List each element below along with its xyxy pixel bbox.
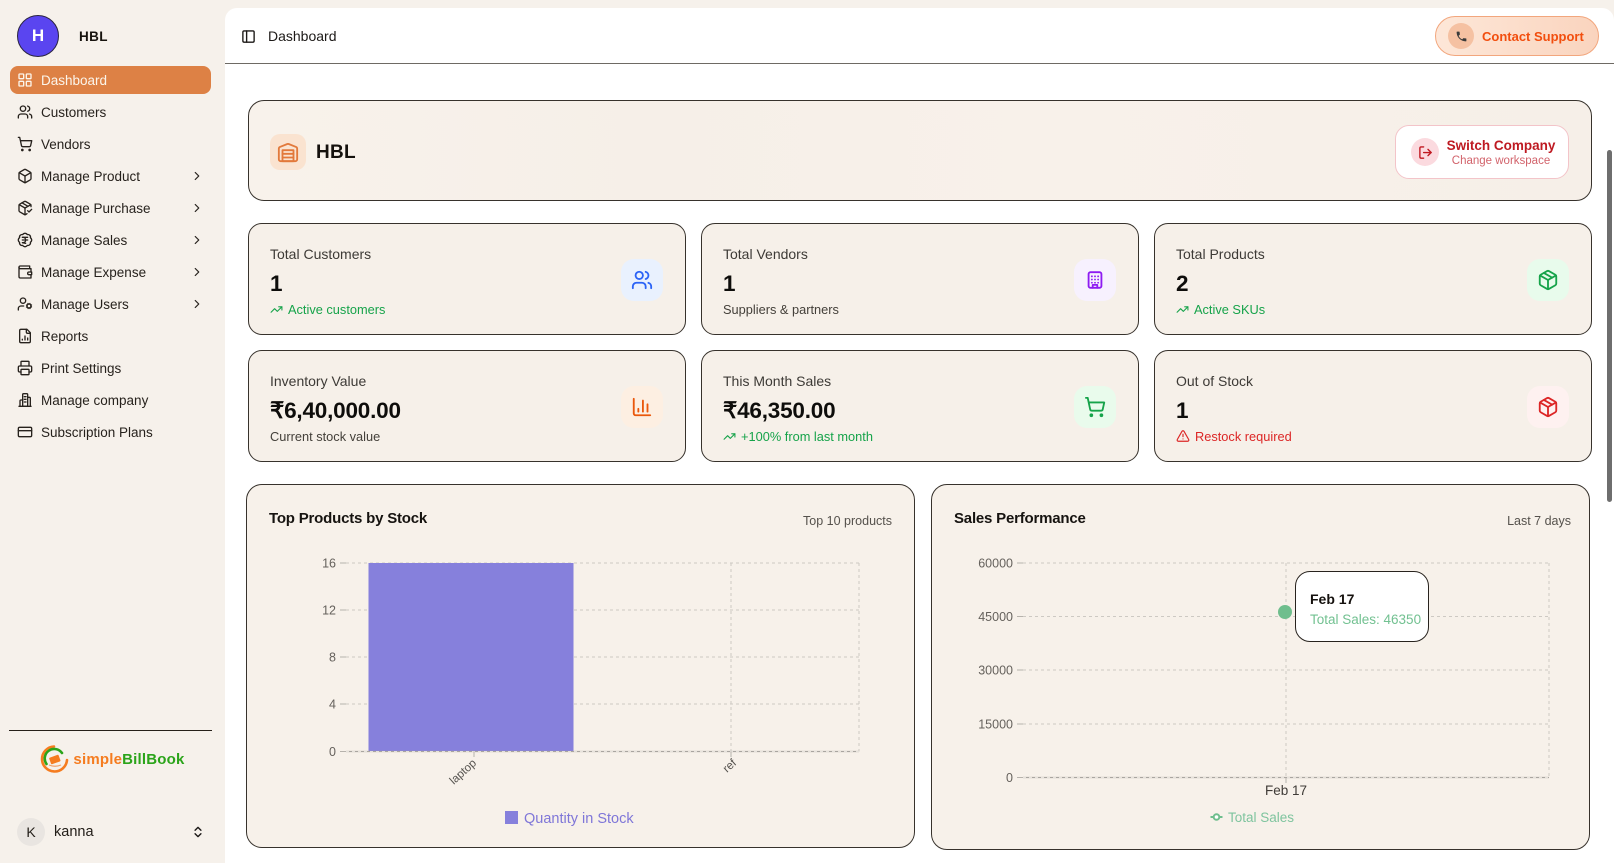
svg-text:Feb 17: Feb 17 <box>1265 783 1307 798</box>
svg-text:ref: ref <box>721 757 740 775</box>
svg-text:15000: 15000 <box>978 718 1013 732</box>
svg-text:0: 0 <box>1006 771 1013 785</box>
svg-text:16: 16 <box>322 557 336 571</box>
svg-text:45000: 45000 <box>978 610 1013 624</box>
svg-text:Total Sales: Total Sales <box>1228 810 1294 825</box>
svg-text:60000: 60000 <box>978 557 1013 571</box>
svg-text:12: 12 <box>322 604 336 618</box>
svg-text:8: 8 <box>329 651 336 665</box>
svg-text:30000: 30000 <box>978 664 1013 678</box>
svg-text:laptop: laptop <box>448 757 479 787</box>
svg-text:0: 0 <box>329 745 336 759</box>
svg-text:4: 4 <box>329 698 336 712</box>
svg-text:Quantity in Stock: Quantity in Stock <box>524 811 634 827</box>
